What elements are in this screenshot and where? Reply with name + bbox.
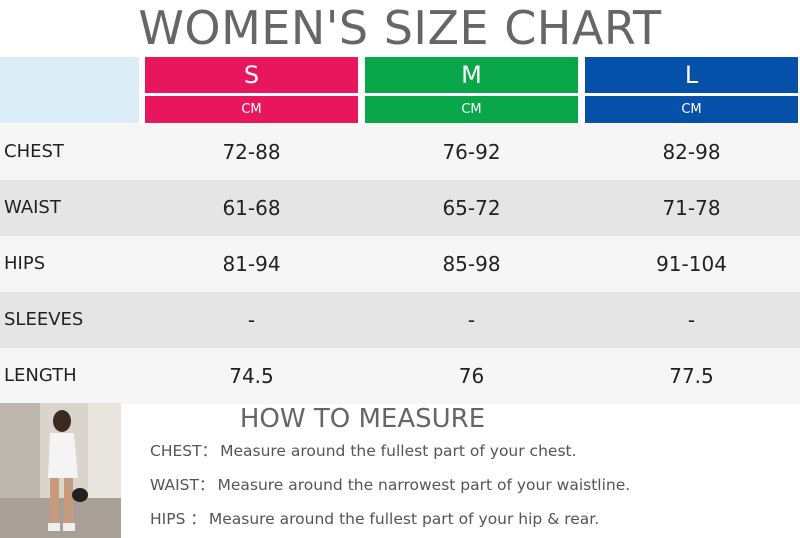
cell-value: 76: [458, 364, 485, 388]
model-photo: [0, 403, 121, 538]
table-row: WAIST 61-68 65-72 71-78: [0, 180, 800, 236]
row-label: CHEST: [4, 141, 64, 162]
cell-value: -: [467, 308, 476, 332]
measure-item: HIPS ： Measure around the fullest part of…: [150, 509, 599, 529]
table-row: HIPS 81-94 85-98 91-104: [0, 236, 800, 292]
unit-header: CM: [585, 96, 798, 123]
measure-label: WAIST：: [150, 476, 215, 494]
cell-value: 61-68: [222, 196, 281, 220]
size-header: L: [585, 57, 798, 93]
cell-value: 72-88: [222, 140, 281, 164]
row-label: HIPS: [4, 253, 46, 274]
cell-value: 71-78: [662, 196, 721, 220]
cell-value: 81-94: [222, 252, 281, 276]
row-label: LENGTH: [4, 365, 77, 386]
cell-value: 85-98: [442, 252, 501, 276]
cell-value: 65-72: [442, 196, 501, 220]
table-row: SLEEVES - - -: [0, 292, 800, 348]
measure-text: Measure around the narrowest part of you…: [217, 476, 631, 494]
cell-value: 91-104: [656, 252, 727, 276]
table-row: LENGTH 74.5 76 77.5: [0, 348, 800, 404]
row-label: SLEEVES: [4, 309, 84, 330]
measure-title: HOW TO MEASURE: [239, 404, 486, 434]
cell-value: 82-98: [662, 140, 721, 164]
unit-header: CM: [145, 96, 358, 123]
unit-header: CM: [365, 96, 578, 123]
cell-value: 77.5: [669, 364, 714, 388]
size-header: M: [365, 57, 578, 93]
cell-value: -: [687, 308, 696, 332]
title: WOMEN'S SIZE CHART: [138, 1, 662, 55]
cell-value: 76-92: [442, 140, 501, 164]
measure-label: CHEST：: [150, 442, 218, 460]
measure-item: WAIST： Measure around the narrowest part …: [150, 475, 630, 495]
cell-value: -: [247, 308, 256, 332]
measure-item: CHEST： Measure around the fullest part of…: [150, 441, 577, 461]
measure-text: Measure around the fullest part of your …: [220, 442, 577, 460]
size-header: S: [145, 57, 358, 93]
table-row: CHEST 72-88 76-92 82-98: [0, 124, 800, 180]
row-label: WAIST: [4, 197, 61, 218]
measure-text: Measure around the fullest part of your …: [208, 510, 600, 528]
cell-value: 74.5: [229, 364, 274, 388]
measure-label: HIPS ：: [150, 510, 206, 528]
header-corner: [0, 57, 139, 123]
